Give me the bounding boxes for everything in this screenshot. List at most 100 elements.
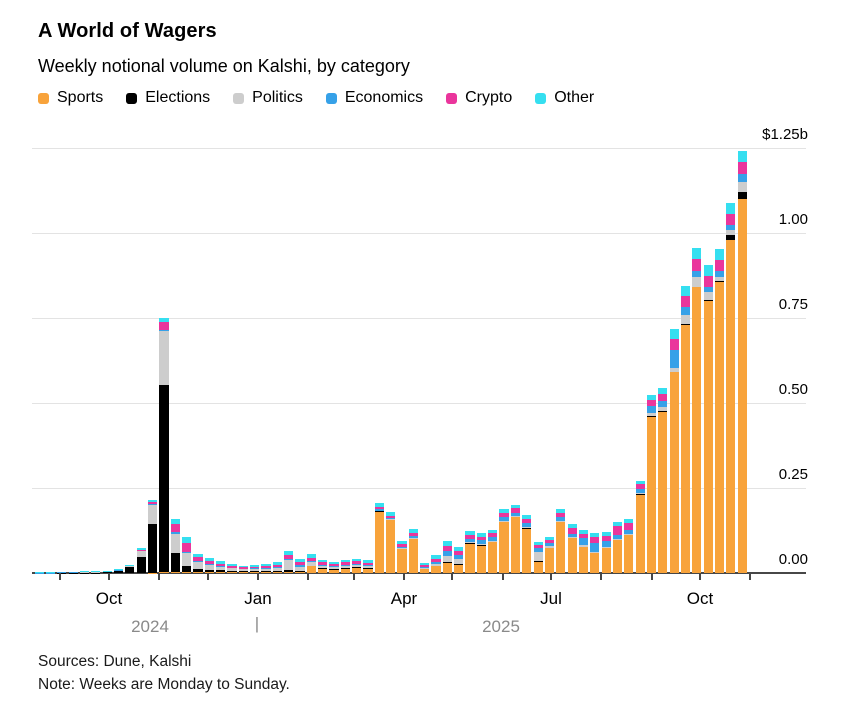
segment-elections — [306, 565, 316, 567]
bar-week-2025-08-11 — [612, 521, 623, 573]
segment-politics — [465, 542, 475, 544]
segment-elections — [465, 543, 475, 545]
segment-sports — [386, 520, 396, 573]
segment-economics — [272, 566, 282, 568]
crypto-swatch-icon — [446, 92, 458, 104]
bar-week-2025-10-13 — [714, 249, 725, 573]
segment-sports — [669, 372, 679, 573]
segment-crypto — [318, 562, 328, 565]
segment-politics — [533, 551, 543, 561]
bar-week-2025-08-25 — [635, 480, 645, 573]
segment-economics — [340, 564, 350, 566]
segment-other — [612, 521, 623, 527]
segment-economics — [544, 543, 555, 547]
segment-politics — [147, 504, 158, 525]
segment-other — [352, 558, 362, 562]
segment-politics — [476, 544, 486, 546]
segment-crypto — [261, 565, 271, 568]
segment-politics — [397, 548, 407, 549]
segment-other — [567, 524, 577, 528]
segment-economics — [147, 504, 158, 505]
segment-economics — [522, 522, 532, 528]
segment-economics — [488, 536, 498, 542]
segment-economics — [556, 516, 566, 521]
segment-politics — [601, 546, 611, 548]
y-tick-label: $1.25b — [762, 126, 808, 143]
bar-week-2025-06-23 — [533, 542, 543, 573]
segment-politics — [125, 566, 135, 567]
segment-politics — [408, 538, 418, 539]
segment-sports — [601, 548, 611, 573]
segment-crypto — [420, 565, 430, 567]
segment-other — [465, 531, 475, 535]
legend-label: Sports — [57, 89, 104, 106]
segment-politics — [454, 559, 464, 565]
segment-politics — [216, 566, 226, 571]
segment-economics — [193, 561, 203, 563]
segment-other — [635, 480, 645, 485]
bar-week-2025-10-06 — [703, 264, 713, 573]
segment-crypto — [216, 563, 226, 566]
segment-economics — [703, 286, 713, 293]
bar-week-2025-04-14 — [420, 562, 430, 573]
bar-week-2024-08-19 — [34, 572, 44, 573]
segment-crypto — [363, 562, 373, 565]
year-boundary-mark: | — [254, 614, 260, 633]
segment-politics — [658, 407, 668, 411]
segment-other — [578, 529, 589, 534]
segment-elections — [216, 570, 226, 573]
segment-politics — [170, 533, 180, 553]
segment-politics — [680, 314, 691, 325]
segment-crypto — [170, 523, 180, 533]
bar-week-2025-06-09 — [510, 504, 521, 573]
segment-other — [216, 561, 226, 564]
segment-other — [238, 565, 248, 567]
segment-economics — [465, 539, 475, 543]
segment-elections — [227, 570, 237, 573]
bar-week-2024-09-30 — [102, 571, 112, 573]
x-tick — [353, 573, 355, 580]
segment-sports — [318, 568, 328, 573]
segment-economics — [306, 561, 316, 563]
segment-elections — [352, 567, 362, 568]
segment-crypto — [250, 566, 260, 569]
segment-other — [499, 509, 509, 514]
x-tick — [550, 573, 552, 580]
x-axis-baseline — [32, 572, 806, 574]
segment-politics — [329, 566, 339, 569]
bar-week-2024-12-02 — [204, 558, 214, 573]
segment-economics — [624, 529, 634, 534]
segment-crypto — [306, 557, 316, 562]
segment-sports — [329, 569, 339, 573]
segment-sports — [261, 572, 271, 573]
segment-economics — [182, 551, 192, 554]
gridline — [32, 318, 806, 319]
bar-week-2025-02-24 — [340, 560, 350, 573]
segment-sports — [216, 572, 226, 573]
legend-item-other: Other — [535, 89, 594, 107]
x-tick — [403, 573, 405, 580]
segment-economics — [431, 561, 441, 565]
segment-sports — [714, 282, 725, 573]
segment-elections — [737, 192, 747, 199]
segment-elections — [238, 571, 248, 573]
bar-week-2024-10-28 — [147, 499, 158, 573]
segment-elections — [284, 570, 294, 572]
segment-other — [533, 542, 543, 545]
segment-sports — [340, 568, 350, 573]
segment-other — [295, 558, 305, 562]
segment-sports — [431, 566, 441, 573]
gridline — [32, 488, 806, 489]
segment-economics — [318, 564, 328, 566]
segment-crypto — [601, 535, 611, 541]
segment-elections — [204, 569, 214, 573]
segment-politics — [295, 566, 305, 571]
segment-crypto — [386, 515, 396, 518]
bar-week-2025-06-16 — [522, 514, 532, 573]
segment-other — [68, 571, 78, 573]
segment-elections — [340, 568, 350, 569]
segment-elections — [726, 235, 736, 240]
segment-other — [408, 528, 418, 533]
segment-economics — [216, 565, 226, 567]
segment-sports — [420, 568, 430, 573]
